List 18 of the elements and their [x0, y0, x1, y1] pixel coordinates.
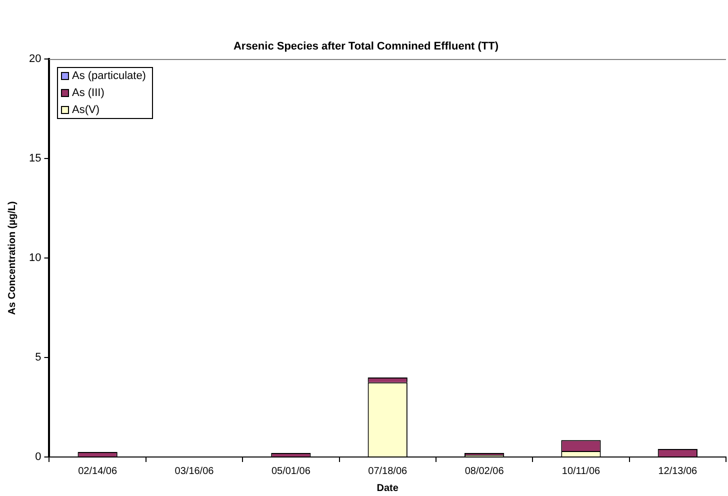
y-tick-label: 10: [28, 252, 42, 264]
x-axis-title: Date: [376, 482, 399, 494]
x-tick-label: 10/11/06: [562, 466, 601, 477]
legend-label: As(V): [72, 104, 100, 116]
x-tick-label: 07/18/06: [368, 466, 408, 477]
y-tick-label: 15: [28, 152, 42, 165]
x-tick-label: 03/16/06: [174, 466, 214, 477]
chart-title: Arsenic Species after Total Comnined Effluent (TT): [233, 40, 499, 53]
x-tick-label: 02/14/06: [78, 466, 118, 477]
legend-label: As (particulate): [72, 70, 146, 82]
x-tick-label: 05/01/06: [271, 466, 311, 477]
y-tick-label: 0: [35, 451, 42, 464]
y-axis-title: As Concentration (µg/L): [6, 201, 18, 315]
y-tick-label: 5: [35, 352, 42, 364]
legend-label: As (III): [72, 87, 104, 100]
x-tick-label: 08/02/06: [464, 466, 504, 477]
x-tick-label: 12/13/06: [658, 466, 698, 477]
y-tick-label: 20: [28, 53, 42, 66]
